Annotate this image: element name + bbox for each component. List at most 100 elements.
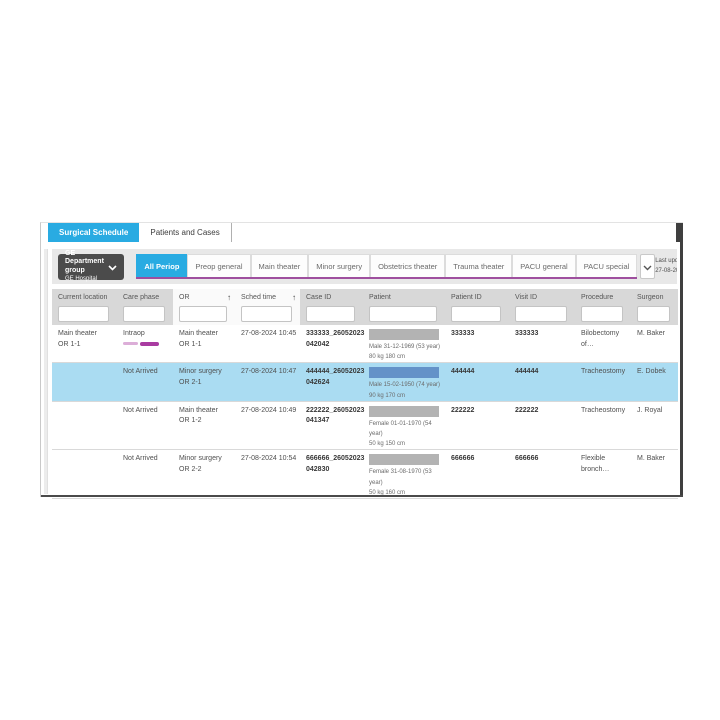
schedule-table: Current location Care phase OR ↑ Sched ti… bbox=[52, 289, 678, 499]
cell-visit-id: 444444 bbox=[515, 368, 539, 376]
cell-care-phase: Not Arrived bbox=[123, 368, 158, 376]
column-header-sched-time[interactable]: Sched time ↑ bbox=[235, 289, 300, 325]
filter-input-patient[interactable] bbox=[369, 306, 437, 322]
period-tab-trauma-theater[interactable]: Trauma theater bbox=[445, 254, 513, 277]
column-header-or[interactable]: OR ↑ bbox=[173, 289, 235, 325]
cell-patient: Female 01-01-1970 (54 year) 50 kg 150 cm bbox=[363, 405, 445, 450]
column-label: Care phase bbox=[123, 294, 160, 301]
cell-case-id: 222222_26052023 041347 bbox=[306, 406, 365, 425]
screen-edge bbox=[680, 223, 683, 497]
column-header-patient: Patient bbox=[363, 289, 445, 325]
cell-procedure: Tracheostomy bbox=[581, 368, 626, 376]
cell-visit-id: 333333 bbox=[515, 330, 539, 337]
column-header-surgeon: Surgeon bbox=[631, 289, 678, 325]
cell-surgeon: E. Dobek bbox=[637, 368, 666, 376]
sort-ascending-icon[interactable]: ↑ bbox=[227, 293, 231, 302]
patient-name-redacted bbox=[369, 405, 439, 417]
cell-patient: Male 31-12-1969 (53 year) 80 kg 180 cm bbox=[363, 329, 445, 362]
cell-surgeon: J. Royal bbox=[637, 406, 663, 414]
cell-sched-time: 27-08-2024 10:49 bbox=[241, 406, 297, 414]
screen-edge bbox=[41, 495, 683, 497]
period-tab-bar: All Periop Preop general Main theater Mi… bbox=[136, 254, 638, 279]
chevron-down-icon bbox=[643, 258, 652, 276]
toolbar: GE Department group GE Hospital All Peri… bbox=[52, 249, 677, 284]
filter-input-surgeon[interactable] bbox=[637, 306, 670, 322]
screen-edge bbox=[676, 223, 683, 242]
last-update-timestamp: 27-08-2024 1 bbox=[655, 267, 677, 274]
period-tab-minor-surgery[interactable]: Minor surgery bbox=[308, 254, 371, 277]
cell-current-location bbox=[52, 406, 117, 450]
period-tab-main-theater[interactable]: Main theater bbox=[250, 254, 309, 277]
more-tabs-button[interactable] bbox=[640, 254, 656, 279]
cell-sched-time: 27-08-2024 10:45 bbox=[241, 330, 297, 337]
cell-case-id: 666666_26052023 042830 bbox=[306, 455, 365, 473]
column-header-care-phase: Care phase bbox=[117, 289, 173, 325]
cell-care-phase: Not Arrived bbox=[123, 455, 158, 463]
department-dropdown[interactable]: GE Department group GE Hospital bbox=[58, 250, 125, 282]
cell-patient: Female 31-08-1970 (53 year) 50 kg 160 cm bbox=[363, 454, 445, 498]
filter-input-case-id[interactable] bbox=[306, 306, 355, 322]
main-tab-bar: Surgical Schedule Patients and Cases bbox=[41, 223, 683, 242]
table-row[interactable]: Not Arrived Main theater OR 1-2 27-08-202… bbox=[52, 401, 678, 451]
column-label: OR bbox=[179, 294, 190, 301]
table-row[interactable]: Main theater OR 1-1 Intraop Main theater O… bbox=[52, 325, 678, 364]
department-group-name: GE Department group bbox=[65, 249, 104, 275]
column-header-case-id: Case ID bbox=[300, 289, 363, 325]
cell-sched-time: 27-08-2024 10:47 bbox=[241, 368, 297, 376]
patient-name-redacted bbox=[369, 329, 439, 340]
cell-patient: Male 15-02-1950 (74 year) 90 kg 170 cm bbox=[363, 367, 445, 400]
hospital-name: GE Hospital bbox=[65, 275, 98, 282]
cell-patient-id: 333333 bbox=[451, 330, 475, 337]
filter-input-care-phase[interactable] bbox=[123, 306, 165, 322]
column-label: Patient bbox=[369, 294, 391, 301]
vertical-scrollbar[interactable] bbox=[44, 249, 48, 494]
column-label: Visit ID bbox=[515, 294, 538, 301]
table-row[interactable]: Not Arrived Minor surgery OR 2-2 27-08-20… bbox=[52, 450, 678, 499]
column-label: Patient ID bbox=[451, 294, 482, 301]
cell-or: Minor surgery OR 2-1 bbox=[179, 368, 222, 386]
cell-surgeon: M. Baker bbox=[637, 455, 666, 463]
table-header-row: Current location Care phase OR ↑ Sched ti… bbox=[52, 289, 678, 325]
cell-patient-id: 222222 bbox=[451, 406, 475, 414]
last-update-label: Last update bbox=[655, 257, 677, 264]
filter-input-or[interactable] bbox=[179, 306, 227, 322]
table-row[interactable]: Not Arrived Minor surgery OR 2-1 27-08-20… bbox=[52, 363, 678, 402]
column-header-visit-id: Visit ID bbox=[509, 289, 575, 325]
cell-care-phase: Not Arrived bbox=[123, 406, 158, 414]
cell-current-location bbox=[52, 367, 117, 400]
cell-sched-time: 27-08-2024 10:54 bbox=[241, 455, 297, 463]
period-tab-pacu-special[interactable]: PACU special bbox=[575, 254, 638, 277]
cell-case-id: 333333_26052023 042042 bbox=[306, 330, 365, 348]
filter-input-patient-id[interactable] bbox=[451, 306, 501, 322]
cell-visit-id: 222222 bbox=[515, 406, 539, 414]
tab-surgical-schedule[interactable]: Surgical Schedule bbox=[48, 223, 140, 242]
column-header-patient-id: Patient ID bbox=[445, 289, 509, 325]
period-tab-obstetrics-theater[interactable]: Obstetrics theater bbox=[370, 254, 446, 277]
intraop-progress-bar bbox=[123, 341, 170, 346]
cell-current-location: Main theater OR 1-1 bbox=[58, 330, 97, 348]
cell-or: Main theater OR 1-2 bbox=[179, 406, 218, 425]
cell-procedure: Tracheostomy bbox=[581, 406, 626, 414]
filter-input-current-location[interactable] bbox=[58, 306, 109, 322]
column-label: Surgeon bbox=[637, 294, 664, 301]
column-label: Current location bbox=[58, 294, 108, 301]
column-header-procedure: Procedure bbox=[575, 289, 631, 325]
cell-or: Minor surgery OR 2-2 bbox=[179, 455, 222, 473]
cell-procedure: Bilobectomy of… bbox=[581, 330, 620, 348]
period-tab-pacu-general[interactable]: PACU general bbox=[512, 254, 576, 277]
cell-care-phase: Intraop bbox=[117, 329, 173, 362]
filter-input-sched-time[interactable] bbox=[241, 306, 292, 322]
column-label: Procedure bbox=[581, 294, 614, 301]
cell-patient-id: 666666 bbox=[451, 455, 475, 463]
chevron-down-icon bbox=[108, 258, 117, 276]
column-label: Sched time bbox=[241, 294, 277, 301]
sort-ascending-icon[interactable]: ↑ bbox=[292, 293, 296, 302]
period-tab-all-periop[interactable]: All Periop bbox=[136, 254, 188, 277]
tab-patients-and-cases[interactable]: Patients and Cases bbox=[139, 223, 232, 242]
period-tab-preop-general[interactable]: Preop general bbox=[187, 254, 251, 277]
app-window: Surgical Schedule Patients and Cases GE … bbox=[40, 222, 683, 499]
cell-procedure: Flexible bronch… bbox=[581, 455, 610, 473]
filter-input-procedure[interactable] bbox=[581, 306, 623, 322]
filter-input-visit-id[interactable] bbox=[515, 306, 567, 322]
column-label: Case ID bbox=[306, 294, 332, 301]
